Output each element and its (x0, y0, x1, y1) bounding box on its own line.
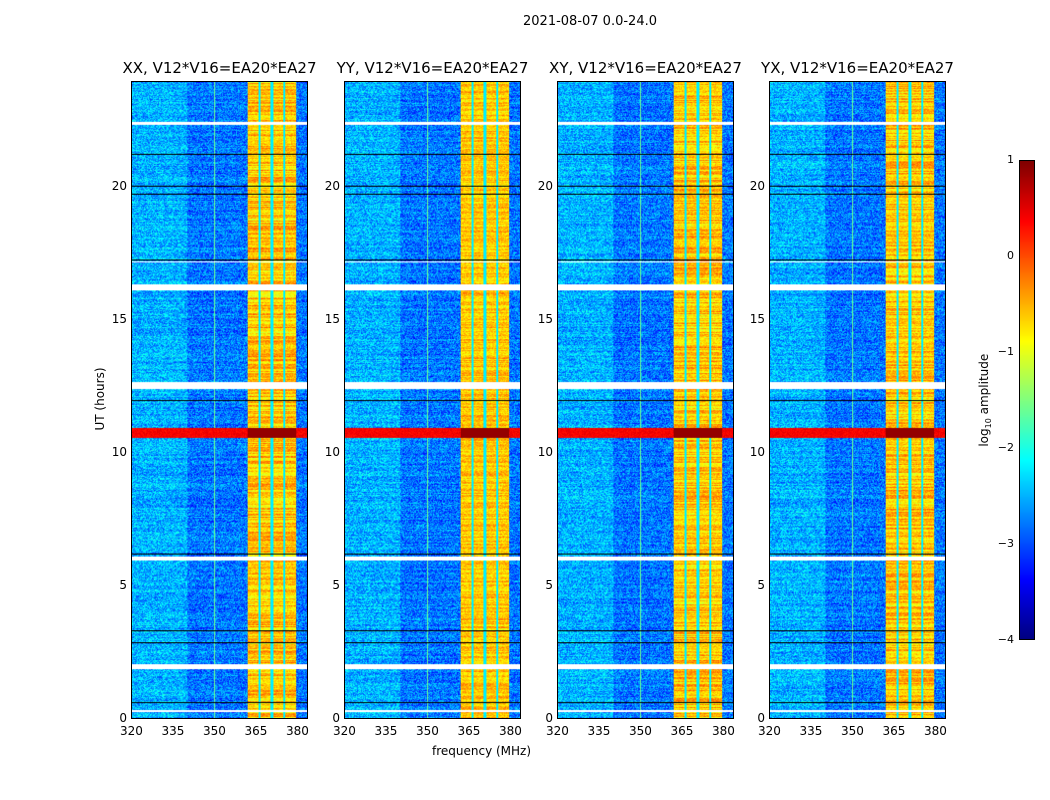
colorbar-label: log10 amplitude (976, 353, 994, 447)
colorbar-tick-label: −3 (997, 537, 1014, 550)
y-tick-label: 5 (545, 578, 553, 593)
panel-title: YY, V12*V16=EA20*EA27 (336, 59, 529, 77)
heatmap-image (345, 82, 520, 718)
x-tick-label: 365 (244, 724, 268, 738)
y-tick-label: 5 (332, 578, 340, 593)
y-tick-label: 0 (332, 711, 340, 725)
x-tick-label: 380 (711, 724, 735, 738)
colorbar-tick-label: −1 (997, 345, 1014, 358)
y-tick-label: 15 (537, 312, 553, 327)
x-tick-label: 320 (546, 724, 569, 738)
y-tick-label: 5 (119, 578, 127, 593)
panel-title: XY, V12*V16=EA20*EA27 (549, 59, 742, 77)
x-tick-label: 380 (498, 724, 522, 738)
y-tick-label: 15 (324, 312, 340, 327)
spectrogram-panel-2 (557, 81, 734, 719)
y-tick-label: 10 (324, 445, 340, 460)
heatmap-image (132, 82, 307, 718)
x-axis-label: frequency (MHz) (432, 744, 532, 758)
colorbar-tick-label: 1 (1007, 153, 1014, 166)
y-tick-label: 20 (324, 179, 340, 194)
y-tick-label: 10 (111, 445, 127, 460)
y-tick-label: 15 (111, 312, 127, 327)
x-tick-label: 350 (840, 724, 864, 738)
spectrogram-panel-1 (344, 81, 521, 719)
x-tick-label: 380 (285, 724, 309, 738)
x-tick-label: 365 (670, 724, 694, 738)
y-tick-label: 20 (749, 179, 765, 194)
x-tick-label: 365 (457, 724, 481, 738)
colorbar-tick-label: −4 (997, 633, 1014, 646)
x-tick-label: 320 (120, 724, 143, 738)
x-tick-label: 350 (415, 724, 439, 738)
y-tick-label: 10 (537, 445, 553, 460)
x-tick-label: 365 (882, 724, 906, 738)
panel-title: YX, V12*V16=EA20*EA27 (761, 59, 954, 77)
colorbar (1019, 160, 1035, 640)
y-tick-label: 0 (119, 711, 127, 725)
panel-title: XX, V12*V16=EA20*EA27 (122, 59, 317, 77)
colorbar-tick-label: −2 (997, 441, 1014, 454)
x-tick-label: 335 (799, 724, 823, 738)
x-tick-label: 350 (202, 724, 226, 738)
x-tick-label: 335 (587, 724, 611, 738)
heatmap-image (558, 82, 733, 718)
x-tick-label: 380 (923, 724, 947, 738)
y-tick-label: 15 (749, 312, 765, 327)
y-tick-label: 0 (545, 711, 553, 725)
x-tick-label: 350 (628, 724, 652, 738)
y-tick-label: 20 (111, 179, 127, 194)
figure-title: 2021-08-07 0.0-24.0 (523, 14, 657, 29)
x-tick-label: 335 (374, 724, 398, 738)
y-tick-label: 5 (757, 578, 765, 593)
y-tick-label: 20 (537, 179, 553, 194)
x-tick-label: 335 (161, 724, 185, 738)
spectrogram-panel-0 (131, 81, 308, 719)
colorbar-tick-label: 0 (1007, 249, 1014, 262)
x-tick-label: 320 (758, 724, 781, 738)
y-tick-label: 10 (749, 445, 765, 460)
x-tick-label: 320 (333, 724, 356, 738)
heatmap-image (770, 82, 945, 718)
y-tick-label: 0 (757, 711, 765, 725)
y-axis-label: UT (hours) (93, 367, 107, 431)
spectrogram-panel-3 (769, 81, 946, 719)
